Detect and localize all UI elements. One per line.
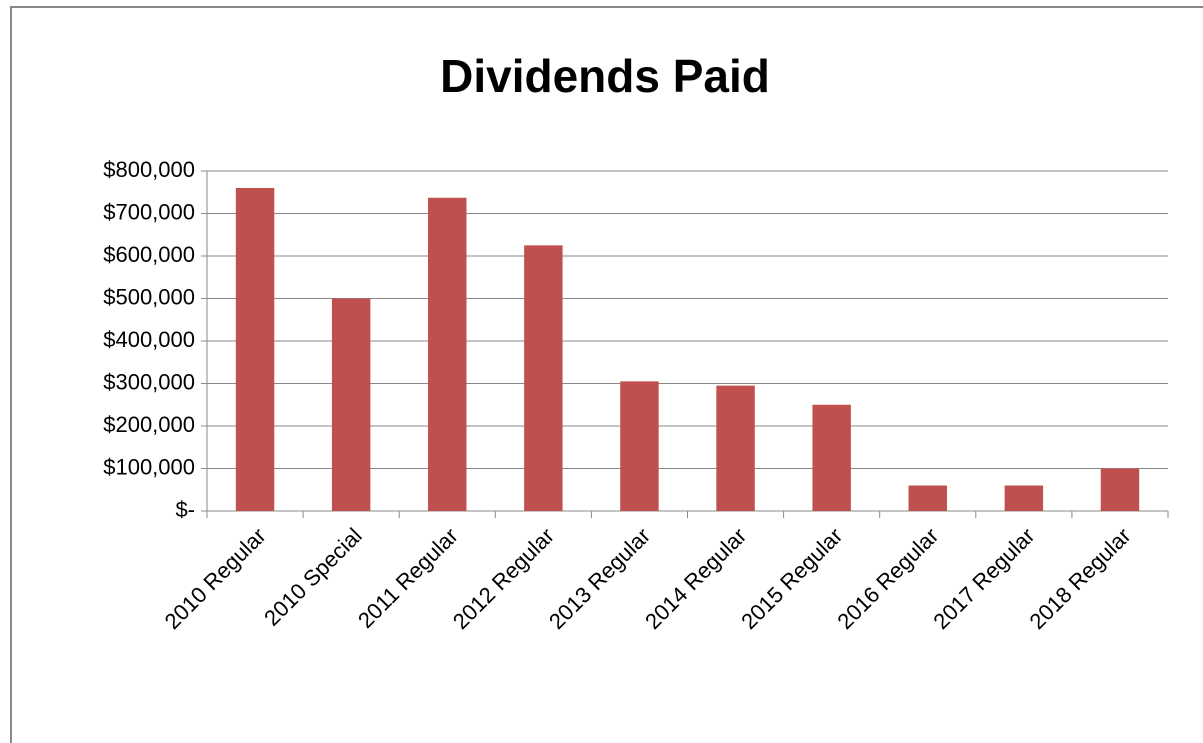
x-tick-label: 2015 Regular xyxy=(736,523,847,634)
x-tick-label: 2012 Regular xyxy=(448,523,559,634)
bar xyxy=(1004,485,1044,511)
y-tick-label: $700,000 xyxy=(103,199,195,224)
y-tick-label: $200,000 xyxy=(103,412,195,437)
x-tick-label: 2010 Special xyxy=(259,523,367,631)
x-tick-label: 2010 Regular xyxy=(160,523,271,634)
bar xyxy=(331,298,371,511)
x-tick-label: 2017 Regular xyxy=(928,523,1039,634)
bar xyxy=(716,385,755,511)
bar xyxy=(1100,468,1140,511)
x-tick-label: 2018 Regular xyxy=(1025,523,1136,634)
y-tick-label: $300,000 xyxy=(103,369,195,394)
x-tick-label: 2011 Regular xyxy=(353,523,463,633)
y-tick-label: $100,000 xyxy=(103,454,195,479)
bar xyxy=(812,404,851,511)
bar xyxy=(524,245,563,511)
y-tick-label: $600,000 xyxy=(103,242,195,267)
y-tick-label: $400,000 xyxy=(103,327,195,352)
bar xyxy=(428,197,467,511)
bar xyxy=(908,485,947,511)
bar xyxy=(620,381,659,511)
y-tick-label: $500,000 xyxy=(103,284,195,309)
bar xyxy=(235,188,275,511)
y-tick-label: $- xyxy=(175,497,195,522)
x-tick-label: 2016 Regular xyxy=(832,523,943,634)
y-tick-label: $800,000 xyxy=(103,157,195,182)
chart-title: Dividends Paid xyxy=(440,50,770,102)
x-tick-label: 2014 Regular xyxy=(640,523,751,634)
chart-border xyxy=(10,6,1203,743)
x-tick-label: 2013 Regular xyxy=(544,523,655,634)
